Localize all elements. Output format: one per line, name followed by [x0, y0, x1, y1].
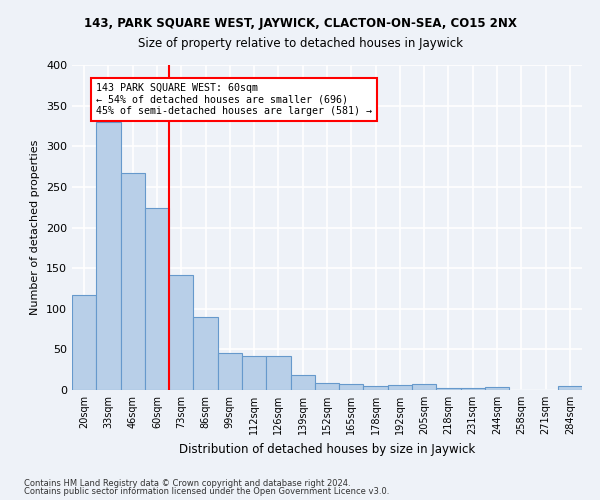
Bar	[412, 384, 436, 390]
Bar	[436, 388, 461, 390]
Text: Contains public sector information licensed under the Open Government Licence v3: Contains public sector information licen…	[24, 487, 389, 496]
Bar	[169, 274, 193, 390]
Bar	[72, 295, 96, 390]
Bar	[145, 208, 169, 390]
Bar	[121, 173, 145, 390]
X-axis label: Distribution of detached houses by size in Jaywick: Distribution of detached houses by size …	[179, 442, 475, 456]
Bar	[96, 122, 121, 390]
Bar	[364, 386, 388, 390]
Y-axis label: Number of detached properties: Number of detached properties	[31, 140, 40, 315]
Text: 143, PARK SQUARE WEST, JAYWICK, CLACTON-ON-SEA, CO15 2NX: 143, PARK SQUARE WEST, JAYWICK, CLACTON-…	[83, 18, 517, 30]
Text: Size of property relative to detached houses in Jaywick: Size of property relative to detached ho…	[137, 38, 463, 51]
Bar	[218, 352, 242, 390]
Bar	[388, 385, 412, 390]
Bar	[461, 388, 485, 390]
Bar	[290, 376, 315, 390]
Bar	[242, 356, 266, 390]
Bar	[339, 384, 364, 390]
Bar	[266, 356, 290, 390]
Bar	[315, 382, 339, 390]
Bar	[193, 317, 218, 390]
Bar	[485, 387, 509, 390]
Text: 143 PARK SQUARE WEST: 60sqm
← 54% of detached houses are smaller (696)
45% of se: 143 PARK SQUARE WEST: 60sqm ← 54% of det…	[96, 83, 372, 116]
Bar	[558, 386, 582, 390]
Text: Contains HM Land Registry data © Crown copyright and database right 2024.: Contains HM Land Registry data © Crown c…	[24, 478, 350, 488]
